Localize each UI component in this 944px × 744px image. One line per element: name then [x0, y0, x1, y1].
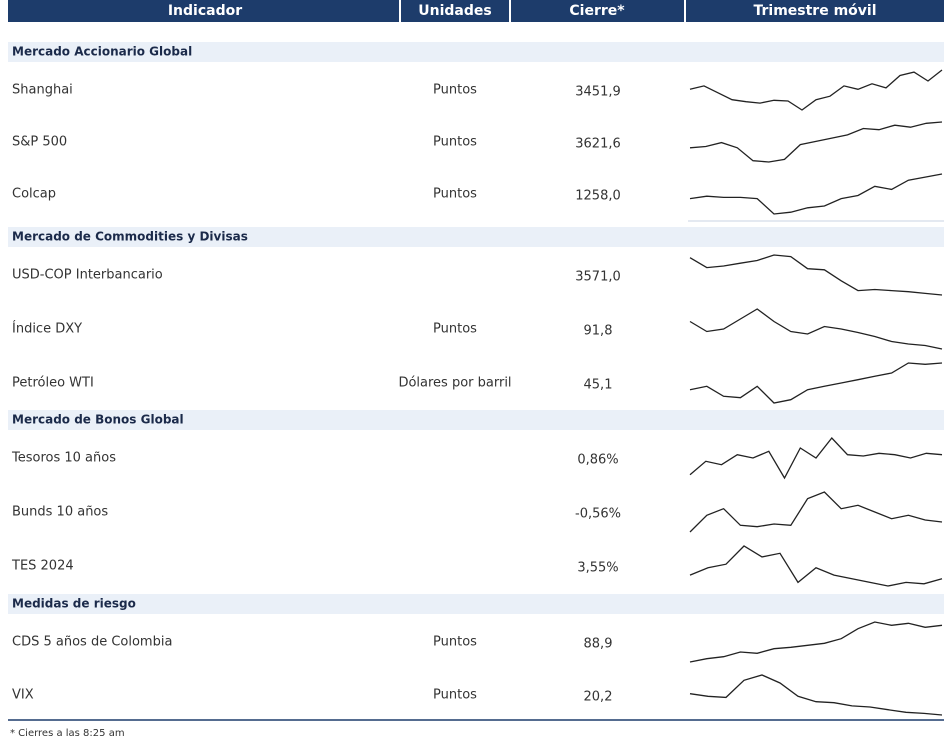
section-title: Medidas de riesgo [12, 597, 136, 611]
sparkline [689, 69, 943, 111]
section-title: Mercado Accionario Global [12, 45, 192, 59]
sparkline [689, 674, 943, 716]
indicator: Petróleo WTI [12, 376, 94, 391]
indicator: S&P 500 [12, 135, 67, 150]
section-band [8, 227, 944, 247]
section-band [8, 410, 944, 430]
sparkline [689, 437, 943, 480]
indicator: Tesoros 10 años [11, 451, 116, 466]
sparkline [689, 308, 943, 350]
close: 88,9 [584, 637, 613, 652]
sparkline [689, 621, 943, 663]
sparkline [689, 173, 943, 215]
indicator: TES 2024 [11, 559, 74, 574]
indicator: CDS 5 años de Colombia [12, 635, 172, 650]
indicator: VIX [12, 688, 34, 703]
close: 3451,9 [575, 85, 621, 100]
close: 3571,0 [575, 270, 621, 285]
column-header: Unidades [418, 3, 491, 19]
header-bar [8, 0, 944, 22]
units: Puntos [433, 187, 477, 202]
column-header: Indicador [168, 3, 242, 19]
sparkline [689, 254, 943, 296]
section-band [8, 42, 944, 62]
column-header: Cierre* [569, 3, 625, 19]
sparkline [689, 545, 943, 587]
close: 3,55% [577, 561, 618, 576]
close: 91,8 [584, 324, 613, 339]
units: Puntos [433, 688, 477, 703]
indicator: Índice DXY [12, 321, 82, 337]
sparkline [689, 121, 943, 163]
close: 45,1 [584, 378, 613, 393]
sparkline [689, 491, 943, 533]
sparkline [689, 362, 943, 404]
footnote: * Cierres a las 8:25 am [10, 728, 125, 739]
units: Puntos [433, 322, 477, 337]
section-title: Mercado de Commodities y Divisas [12, 230, 248, 244]
close: 1258,0 [575, 189, 621, 204]
indicator: Colcap [12, 187, 56, 202]
indicator: Shanghai [12, 83, 73, 98]
close: 3621,6 [575, 137, 621, 152]
close: 0,86% [577, 453, 618, 468]
indicator: Bunds 10 años [12, 505, 108, 520]
section-band [8, 594, 944, 614]
units: Puntos [433, 635, 477, 650]
column-header: Trimestre móvil [753, 3, 876, 19]
units: Dólares por barril [398, 376, 511, 391]
close: 20,2 [584, 690, 613, 705]
units: Puntos [433, 135, 477, 150]
indicator: USD-COP Interbancario [12, 268, 163, 283]
close: -0,56% [575, 507, 621, 522]
units: Puntos [433, 83, 477, 98]
section-title: Mercado de Bonos Global [12, 413, 184, 427]
